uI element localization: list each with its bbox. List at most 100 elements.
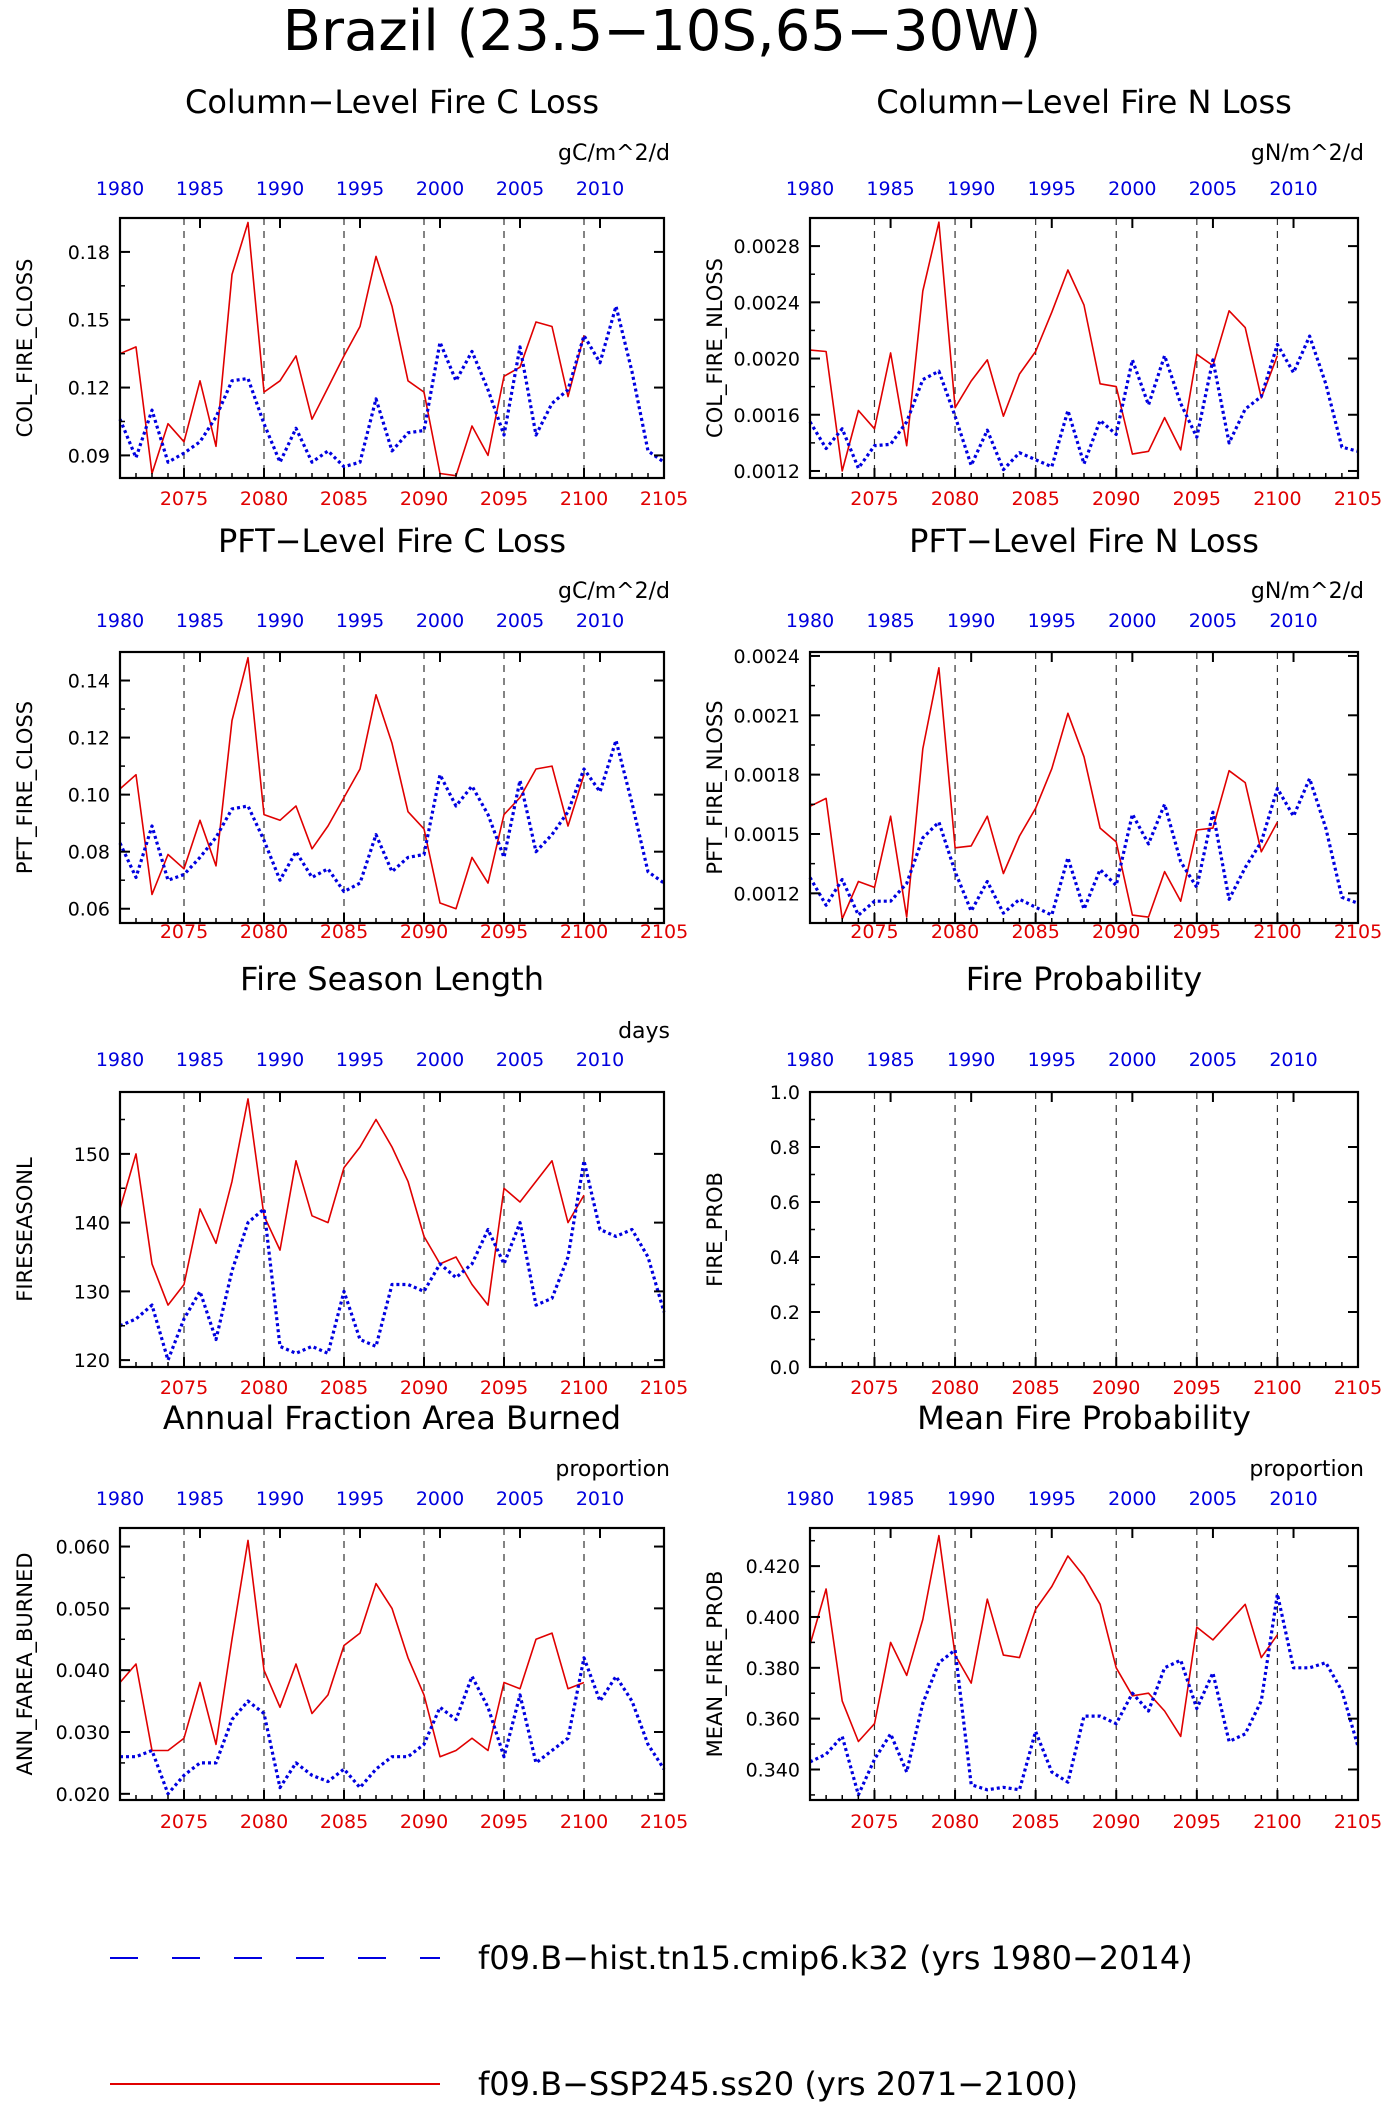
x-tick-label-top: 2010 bbox=[576, 610, 624, 632]
plot-frame bbox=[808, 1090, 1360, 1369]
units-label: gC/m^2/d bbox=[558, 141, 670, 166]
x-tick-label-bottom: 2105 bbox=[640, 1811, 688, 1833]
y-tick-label: 0.420 bbox=[746, 1556, 800, 1578]
y-tick-label: 0.030 bbox=[56, 1722, 110, 1744]
x-tick-label-top: 1985 bbox=[866, 610, 914, 632]
x-tick-label-bottom: 2080 bbox=[931, 488, 979, 510]
x-tick-label-bottom: 2080 bbox=[240, 1377, 288, 1399]
y-tick-label: 0.020 bbox=[56, 1784, 110, 1806]
x-tick-label-top: 1985 bbox=[176, 1049, 224, 1071]
y-tick-label: 0.12 bbox=[68, 728, 110, 750]
x-tick-label-top: 2005 bbox=[1189, 178, 1237, 200]
x-tick-label-top: 1995 bbox=[1028, 1049, 1076, 1071]
panel-title: Fire Season Length bbox=[240, 960, 544, 998]
y-axis-label: PFT_FIRE_CLOSS bbox=[13, 701, 38, 874]
x-tick-label-bottom: 2100 bbox=[1253, 1811, 1301, 1833]
y-tick-label: 0.0024 bbox=[734, 646, 800, 668]
x-tick-label-bottom: 2085 bbox=[1011, 1377, 1059, 1399]
units-label: gN/m^2/d bbox=[1251, 141, 1364, 166]
x-tick-label-top: 2000 bbox=[1108, 178, 1156, 200]
series-line-hist bbox=[118, 304, 665, 469]
x-tick-label-bottom: 2100 bbox=[560, 1377, 608, 1399]
x-tick-label-top: 1995 bbox=[336, 610, 384, 632]
panel-title: Annual Fraction Area Burned bbox=[163, 1399, 621, 1437]
x-tick-label-top: 1985 bbox=[866, 178, 914, 200]
units-label: proportion bbox=[1249, 1457, 1364, 1482]
y-tick-label: 130 bbox=[74, 1281, 110, 1303]
x-tick-label-top: 2000 bbox=[416, 1049, 464, 1071]
x-tick-label-bottom: 2090 bbox=[400, 1377, 448, 1399]
legend: f09.B−hist.tn15.cmip6.k32 (yrs 1980−2014… bbox=[110, 1939, 1193, 2103]
y-tick-label: 0.0021 bbox=[734, 705, 800, 727]
y-axis-label: PFT_FIRE_NLOSS bbox=[703, 700, 728, 874]
series-line-ssp bbox=[119, 1539, 585, 1758]
x-tick-label-bottom: 2100 bbox=[560, 1811, 608, 1833]
y-tick-label: 0.08 bbox=[68, 842, 110, 864]
legend-label-ssp: f09.B−SSP245.ss20 (yrs 2071−2100) bbox=[478, 2065, 1078, 2103]
x-tick-label-top: 1990 bbox=[256, 178, 304, 200]
y-tick-label: 0.050 bbox=[56, 1598, 110, 1620]
y-tick-label: 0.400 bbox=[746, 1607, 800, 1629]
y-tick-label: 0.18 bbox=[68, 242, 110, 264]
x-tick-label-top: 2010 bbox=[576, 178, 624, 200]
panel-col-fire-n-loss: Column−Level Fire N Loss gN/m^2/d COL_FIRE… bbox=[703, 83, 1382, 510]
y-tick-label: 0.06 bbox=[68, 899, 110, 921]
panel-fire-season-length: Fire Season Length days FIRESEASONL 120 130 1… bbox=[13, 960, 688, 1399]
series-line-hist bbox=[119, 1159, 666, 1362]
y-tick-label: 0.360 bbox=[746, 1709, 800, 1731]
units-label: gC/m^2/d bbox=[558, 579, 670, 604]
panel-col-fire-c-loss: Column−Level Fire C Loss gC/m^2/d COL_FIRE… bbox=[13, 83, 688, 510]
y-tick-label: 0.2 bbox=[770, 1302, 800, 1324]
x-tick-label-bottom: 2100 bbox=[1253, 1377, 1301, 1399]
figure-title: Brazil (23.5−10S,65−30W) bbox=[283, 0, 1042, 64]
x-tick-label-top: 2000 bbox=[1108, 610, 1156, 632]
x-tick-label-top: 1995 bbox=[336, 1049, 384, 1071]
x-tick-label-bottom: 2100 bbox=[1253, 921, 1301, 943]
x-tick-label-top: 2010 bbox=[1269, 1488, 1317, 1510]
x-tick-label-bottom: 2095 bbox=[1173, 1811, 1221, 1833]
x-tick-label-bottom: 2075 bbox=[850, 1377, 898, 1399]
series-line-ssp bbox=[119, 656, 585, 910]
x-tick-label-top: 2005 bbox=[496, 1049, 544, 1071]
x-tick-label-bottom: 2085 bbox=[320, 488, 368, 510]
x-tick-label-bottom: 2075 bbox=[160, 1811, 208, 1833]
panel-ann-farea-burned: Annual Fraction Area Burned proportion ANN… bbox=[13, 1399, 688, 1833]
x-tick-label-top: 1980 bbox=[786, 1488, 834, 1510]
x-tick-label-top: 2000 bbox=[1108, 1049, 1156, 1071]
series-line-ssp bbox=[119, 221, 585, 477]
y-axis-label: COL_FIRE_NLOSS bbox=[703, 258, 728, 438]
panel-title: PFT−Level Fire N Loss bbox=[909, 522, 1259, 560]
x-tick-label-bottom: 2105 bbox=[1334, 1377, 1382, 1399]
y-tick-label: 0.8 bbox=[770, 1137, 800, 1159]
x-tick-label-bottom: 2095 bbox=[480, 1811, 528, 1833]
x-tick-label-bottom: 2085 bbox=[320, 921, 368, 943]
y-tick-label: 140 bbox=[74, 1213, 110, 1235]
x-tick-label-top: 1995 bbox=[336, 178, 384, 200]
x-tick-label-top: 1980 bbox=[96, 1049, 144, 1071]
y-tick-label: 0.6 bbox=[770, 1192, 800, 1214]
units-label: days bbox=[618, 1019, 670, 1044]
series-line-ssp bbox=[809, 666, 1279, 920]
x-tick-label-top: 1985 bbox=[176, 610, 224, 632]
x-tick-label-top: 1990 bbox=[256, 1049, 304, 1071]
y-axis-label: FIRE_PROB bbox=[703, 1172, 728, 1287]
x-tick-label-top: 1990 bbox=[947, 1049, 995, 1071]
legend-label-hist: f09.B−hist.tn15.cmip6.k32 (yrs 1980−2014… bbox=[478, 1939, 1193, 1977]
x-tick-label-top: 2005 bbox=[1189, 1049, 1237, 1071]
y-tick-label: 0.10 bbox=[68, 785, 110, 807]
x-tick-label-bottom: 2075 bbox=[850, 921, 898, 943]
x-tick-label-top: 1985 bbox=[866, 1488, 914, 1510]
x-tick-label-top: 1995 bbox=[1028, 178, 1076, 200]
x-tick-label-bottom: 2090 bbox=[1092, 921, 1140, 943]
x-tick-label-bottom: 2085 bbox=[320, 1377, 368, 1399]
y-tick-label: 0.4 bbox=[770, 1247, 800, 1269]
x-tick-label-top: 1990 bbox=[256, 610, 304, 632]
x-tick-label-bottom: 2075 bbox=[850, 1811, 898, 1833]
x-tick-label-top: 2005 bbox=[496, 1488, 544, 1510]
panel-mean-fire-prob: Mean Fire Probability proportion MEAN_FIRE… bbox=[703, 1399, 1382, 1833]
x-tick-label-top: 2010 bbox=[576, 1049, 624, 1071]
y-axis-label: COL_FIRE_CLOSS bbox=[13, 259, 38, 438]
y-axis-label: MEAN_FIRE_PROB bbox=[703, 1571, 728, 1758]
plot-frame bbox=[808, 650, 1360, 925]
x-tick-label-top: 2010 bbox=[1269, 1049, 1317, 1071]
